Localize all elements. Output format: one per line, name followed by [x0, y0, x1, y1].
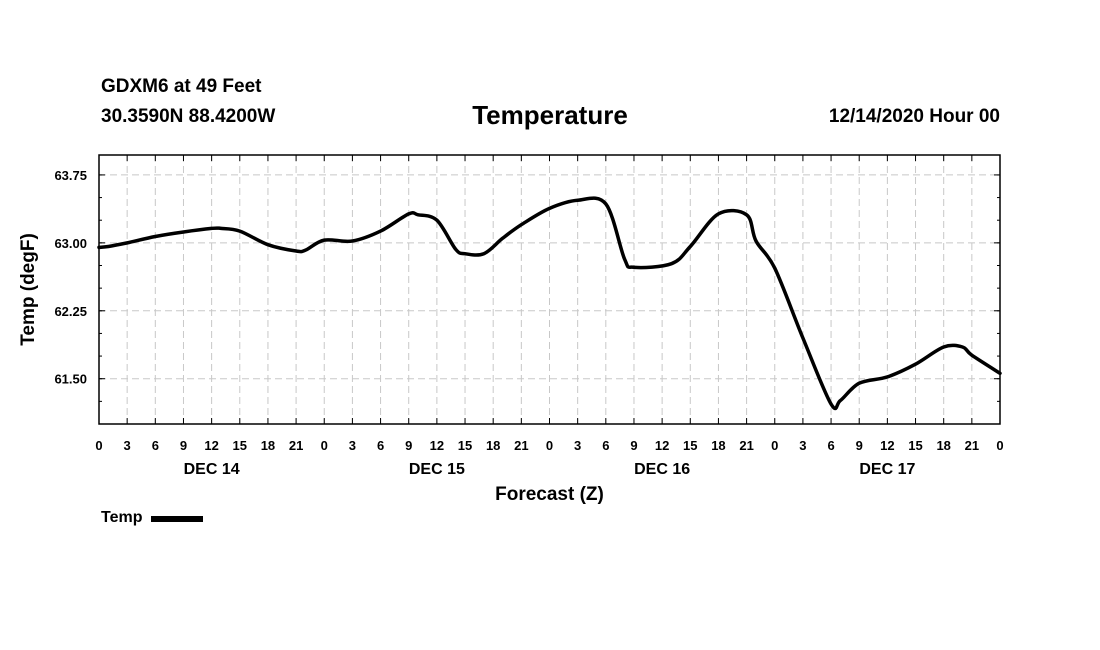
x-tick-label: 12 — [430, 438, 444, 453]
x-tick-label: 6 — [377, 438, 384, 453]
x-tick-label: 0 — [546, 438, 553, 453]
coordinates-label: 30.3590N 88.4200W — [101, 106, 276, 127]
x-tick-label: 18 — [936, 438, 950, 453]
day-label: DEC 16 — [634, 461, 690, 478]
x-tick-label: 9 — [180, 438, 187, 453]
x-tick-label: 6 — [827, 438, 834, 453]
temp-series-line — [97, 196, 1002, 411]
x-tick-label: 21 — [739, 438, 753, 453]
y-axis-title: Temp (degF) — [18, 233, 39, 346]
x-tick-label: 0 — [321, 438, 328, 453]
x-tick-label: 12 — [655, 438, 669, 453]
x-tick-label: 6 — [152, 438, 159, 453]
x-tick-label: 12 — [880, 438, 894, 453]
x-tick-label: 15 — [233, 438, 247, 453]
x-tick-label: 3 — [799, 438, 806, 453]
x-tick-label: 18 — [261, 438, 275, 453]
x-tick-label: 21 — [289, 438, 303, 453]
forecast-datetime: 12/14/2020 Hour 00 — [828, 106, 1000, 127]
x-tick-label: 18 — [486, 438, 500, 453]
x-tick-label: 15 — [683, 438, 697, 453]
x-tick-label: 12 — [204, 438, 218, 453]
legend-label: Temp — [101, 509, 143, 526]
legend: Temp — [101, 509, 204, 527]
x-tick-label: 0 — [996, 438, 1003, 453]
day-label: DEC 14 — [184, 461, 240, 478]
x-tick-label: 21 — [514, 438, 528, 453]
station-label: GDXM6 at 49 Feet — [101, 76, 262, 97]
y-tick-label: 63.00 — [54, 236, 87, 251]
tick-labels: 0 3 6 9 12 15 18 21 0 3 6 9 12 15 18 21 0 3 6 9 12 15 18 21 0 3 6 9… — [54, 168, 1003, 478]
x-tick-label: 21 — [965, 438, 979, 453]
x-tick-label: 3 — [124, 438, 131, 453]
legend-line-swatch — [151, 516, 204, 522]
x-tick-label: 0 — [771, 438, 778, 453]
y-tick-label: 63.75 — [54, 168, 87, 183]
x-tick-label: 9 — [405, 438, 412, 453]
grid — [99, 155, 1000, 424]
y-tick-label: 61.50 — [54, 372, 87, 387]
day-label: DEC 15 — [409, 461, 465, 478]
x-tick-label: 6 — [602, 438, 609, 453]
x-tick-label: 9 — [856, 438, 863, 453]
day-label: DEC 17 — [859, 461, 915, 478]
x-tick-label: 15 — [908, 438, 922, 453]
x-tick-label: 3 — [349, 438, 356, 453]
ticks — [98, 155, 1001, 424]
x-tick-label: 9 — [630, 438, 637, 453]
series-layer — [97, 196, 1002, 411]
x-tick-label: 0 — [95, 438, 102, 453]
y-tick-label: 62.25 — [54, 304, 87, 319]
chart-title: Temperature — [472, 100, 628, 130]
x-tick-label: 3 — [574, 438, 581, 453]
x-tick-label: 18 — [711, 438, 725, 453]
x-tick-label: 15 — [458, 438, 472, 453]
x-axis-title: Forecast (Z) — [495, 484, 604, 505]
